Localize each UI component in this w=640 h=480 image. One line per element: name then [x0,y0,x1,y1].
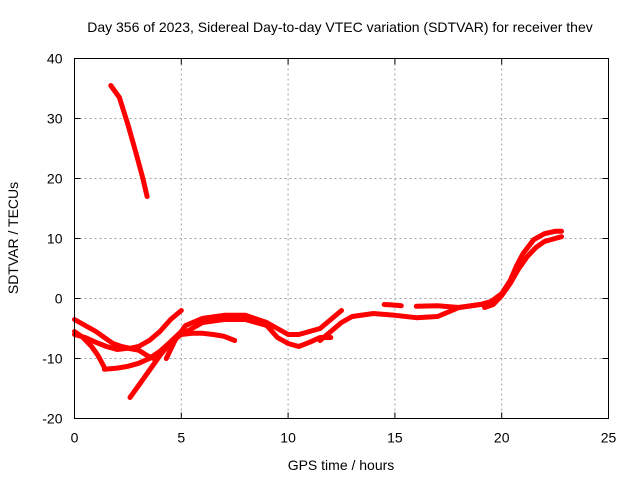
x-tick-label: 25 [601,430,617,446]
y-axis-label: SDTVAR / TECUs [5,182,21,294]
series-track-1 [108,83,150,199]
x-tick-label: 10 [280,430,296,446]
chart-title: Day 356 of 2023, Sidereal Day-to-day VTE… [87,19,593,35]
y-tick-label: -20 [42,411,62,427]
grid [74,58,609,419]
y-tick-label: 10 [47,231,63,247]
plot-series [72,83,564,400]
series-track-10 [381,302,404,309]
y-tick-label: 0 [55,291,63,307]
y-tick-labels: -20 -10 0 10 20 30 40 [42,51,62,427]
series-track-9 [317,302,494,343]
y-tick-label: 40 [47,51,63,67]
series-track-7 [163,308,344,361]
series-track-5 [72,332,156,361]
axis-ticks [74,58,609,419]
y-tick-label: 20 [47,171,63,187]
x-tick-labels: 0 5 10 15 20 25 [71,430,617,446]
x-tick-label: 20 [494,430,510,446]
x-tick-label: 5 [177,430,185,446]
x-tick-label: 0 [71,430,79,446]
y-tick-label: -10 [42,351,62,367]
x-axis-label: GPS time / hours [288,457,395,473]
series-track-8 [178,317,334,349]
series-track-12 [482,234,564,310]
y-tick-label: 30 [47,111,63,127]
x-tick-label: 15 [387,430,403,446]
